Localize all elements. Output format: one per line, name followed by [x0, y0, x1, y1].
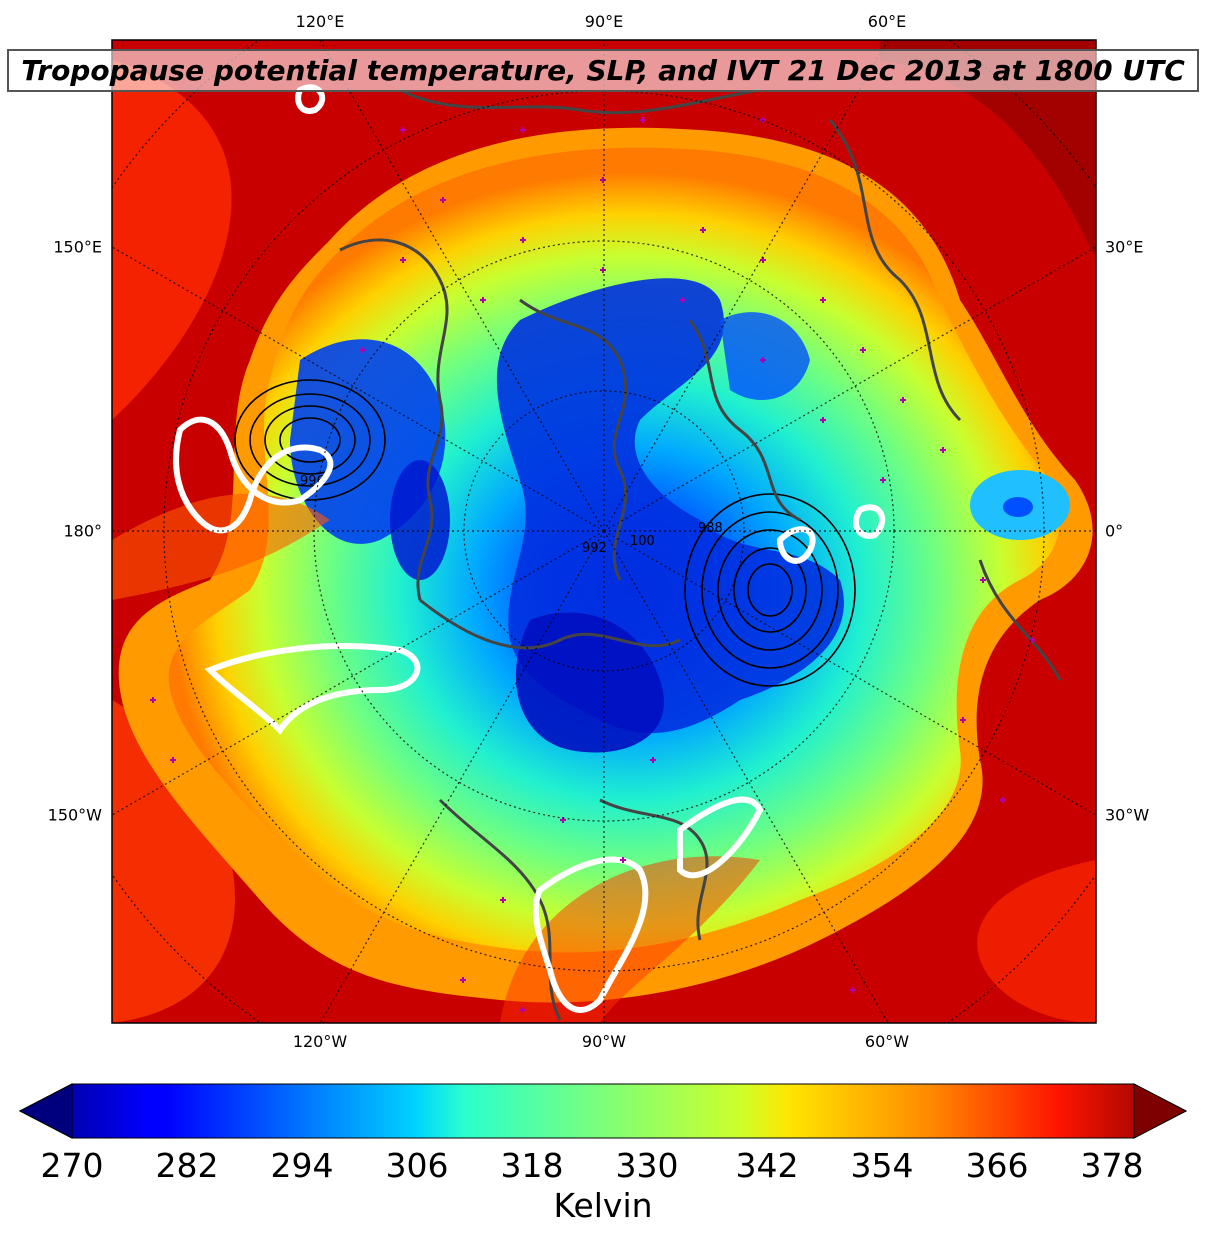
- tropopause-theta-field: 992 100 988 996: [112, 40, 1096, 1023]
- map-title: Tropopause potential temperature, SLP, a…: [21, 54, 1185, 87]
- colorbar: [18, 1083, 1188, 1139]
- colorbar-tick-306: 306: [385, 1146, 449, 1185]
- slp-label-992: 992: [582, 541, 607, 556]
- station-markers: [150, 117, 1036, 1013]
- colorbar-tick-366: 366: [965, 1146, 1029, 1185]
- colorbar-tick-318: 318: [500, 1146, 564, 1185]
- coastlines: [339, 88, 1062, 1021]
- map-frame: [111, 39, 1097, 1024]
- lon-label-120w-bottom: 120°W: [292, 1032, 348, 1051]
- title-box: Tropopause potential temperature, SLP, a…: [7, 49, 1199, 92]
- lon-label-0-right: 0°: [1105, 521, 1124, 541]
- colorbar-tick-342: 342: [735, 1146, 799, 1185]
- slp-contours: [234, 379, 856, 687]
- lon-label-30w-right: 30°W: [1105, 805, 1150, 825]
- slp-label-988: 988: [698, 521, 723, 536]
- lon-label-150e-left: 150°E: [53, 237, 102, 257]
- lon-label-60e-top: 60°E: [867, 12, 907, 31]
- lon-label-90e-top: 90°E: [584, 12, 624, 31]
- graticule: [112, 40, 1096, 1023]
- lon-label-180-left: 180°: [63, 521, 102, 541]
- lon-label-60w-bottom: 60°W: [864, 1032, 910, 1051]
- colorbar-tick-294: 294: [270, 1146, 334, 1185]
- colorbar-tick-330: 330: [615, 1146, 679, 1185]
- colorbar-tick-270: 270: [40, 1146, 104, 1185]
- lon-label-90w-bottom: 90°W: [581, 1032, 627, 1051]
- lon-label-120e-top: 120°E: [295, 12, 345, 31]
- colorbar-tick-354: 354: [850, 1146, 914, 1185]
- colorbar-tick-282: 282: [155, 1146, 219, 1185]
- colorbar-tick-378: 378: [1080, 1146, 1144, 1185]
- colorbar-label: Kelvin: [553, 1186, 653, 1225]
- slp-label-100: 100: [630, 534, 655, 549]
- lon-label-30e-right: 30°E: [1105, 237, 1144, 257]
- ivt-contours: [173, 84, 886, 1013]
- lon-label-150w-left: 150°W: [47, 805, 102, 825]
